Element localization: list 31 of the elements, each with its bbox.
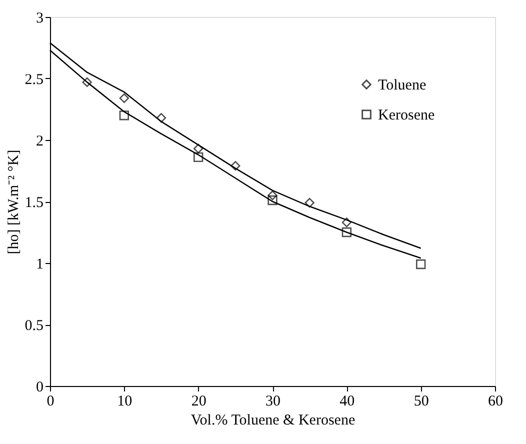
point [194,144,204,154]
point [304,198,314,208]
x-tick-label: 20 [191,394,206,410]
point [416,259,426,270]
x-tick-label: 40 [340,394,355,410]
y-axis-title: [ho] [kW.m⁻² °K] [6,150,22,254]
point [342,227,352,238]
x-tick-label: 60 [488,394,503,410]
legend-label: Kerosene [378,108,435,124]
point [342,218,352,228]
point [230,160,240,171]
y-tick-label: 2.5 [24,72,44,88]
x-tick-label: 10 [117,394,132,410]
point [268,190,278,200]
point [82,77,92,88]
y-tick-label: 2 [36,134,44,150]
y-tick-label: 3 [36,10,44,26]
x-axis-title: Vol.% Toluene & Kerosene [190,412,356,428]
x-tick-label: 30 [266,394,280,410]
point [156,113,166,123]
y-tick-label: 1.5 [24,195,44,211]
x-tick-label: 50 [414,394,429,410]
point [194,152,204,162]
x-tick-label: 0 [46,394,54,410]
point [119,110,129,120]
point [268,195,278,206]
point [119,93,129,104]
y-tick-label: 1 [36,256,44,272]
y-tick-label: 0.5 [24,318,44,334]
y-tick-label: 0 [36,380,44,396]
legend-label: Toluene [378,78,426,94]
